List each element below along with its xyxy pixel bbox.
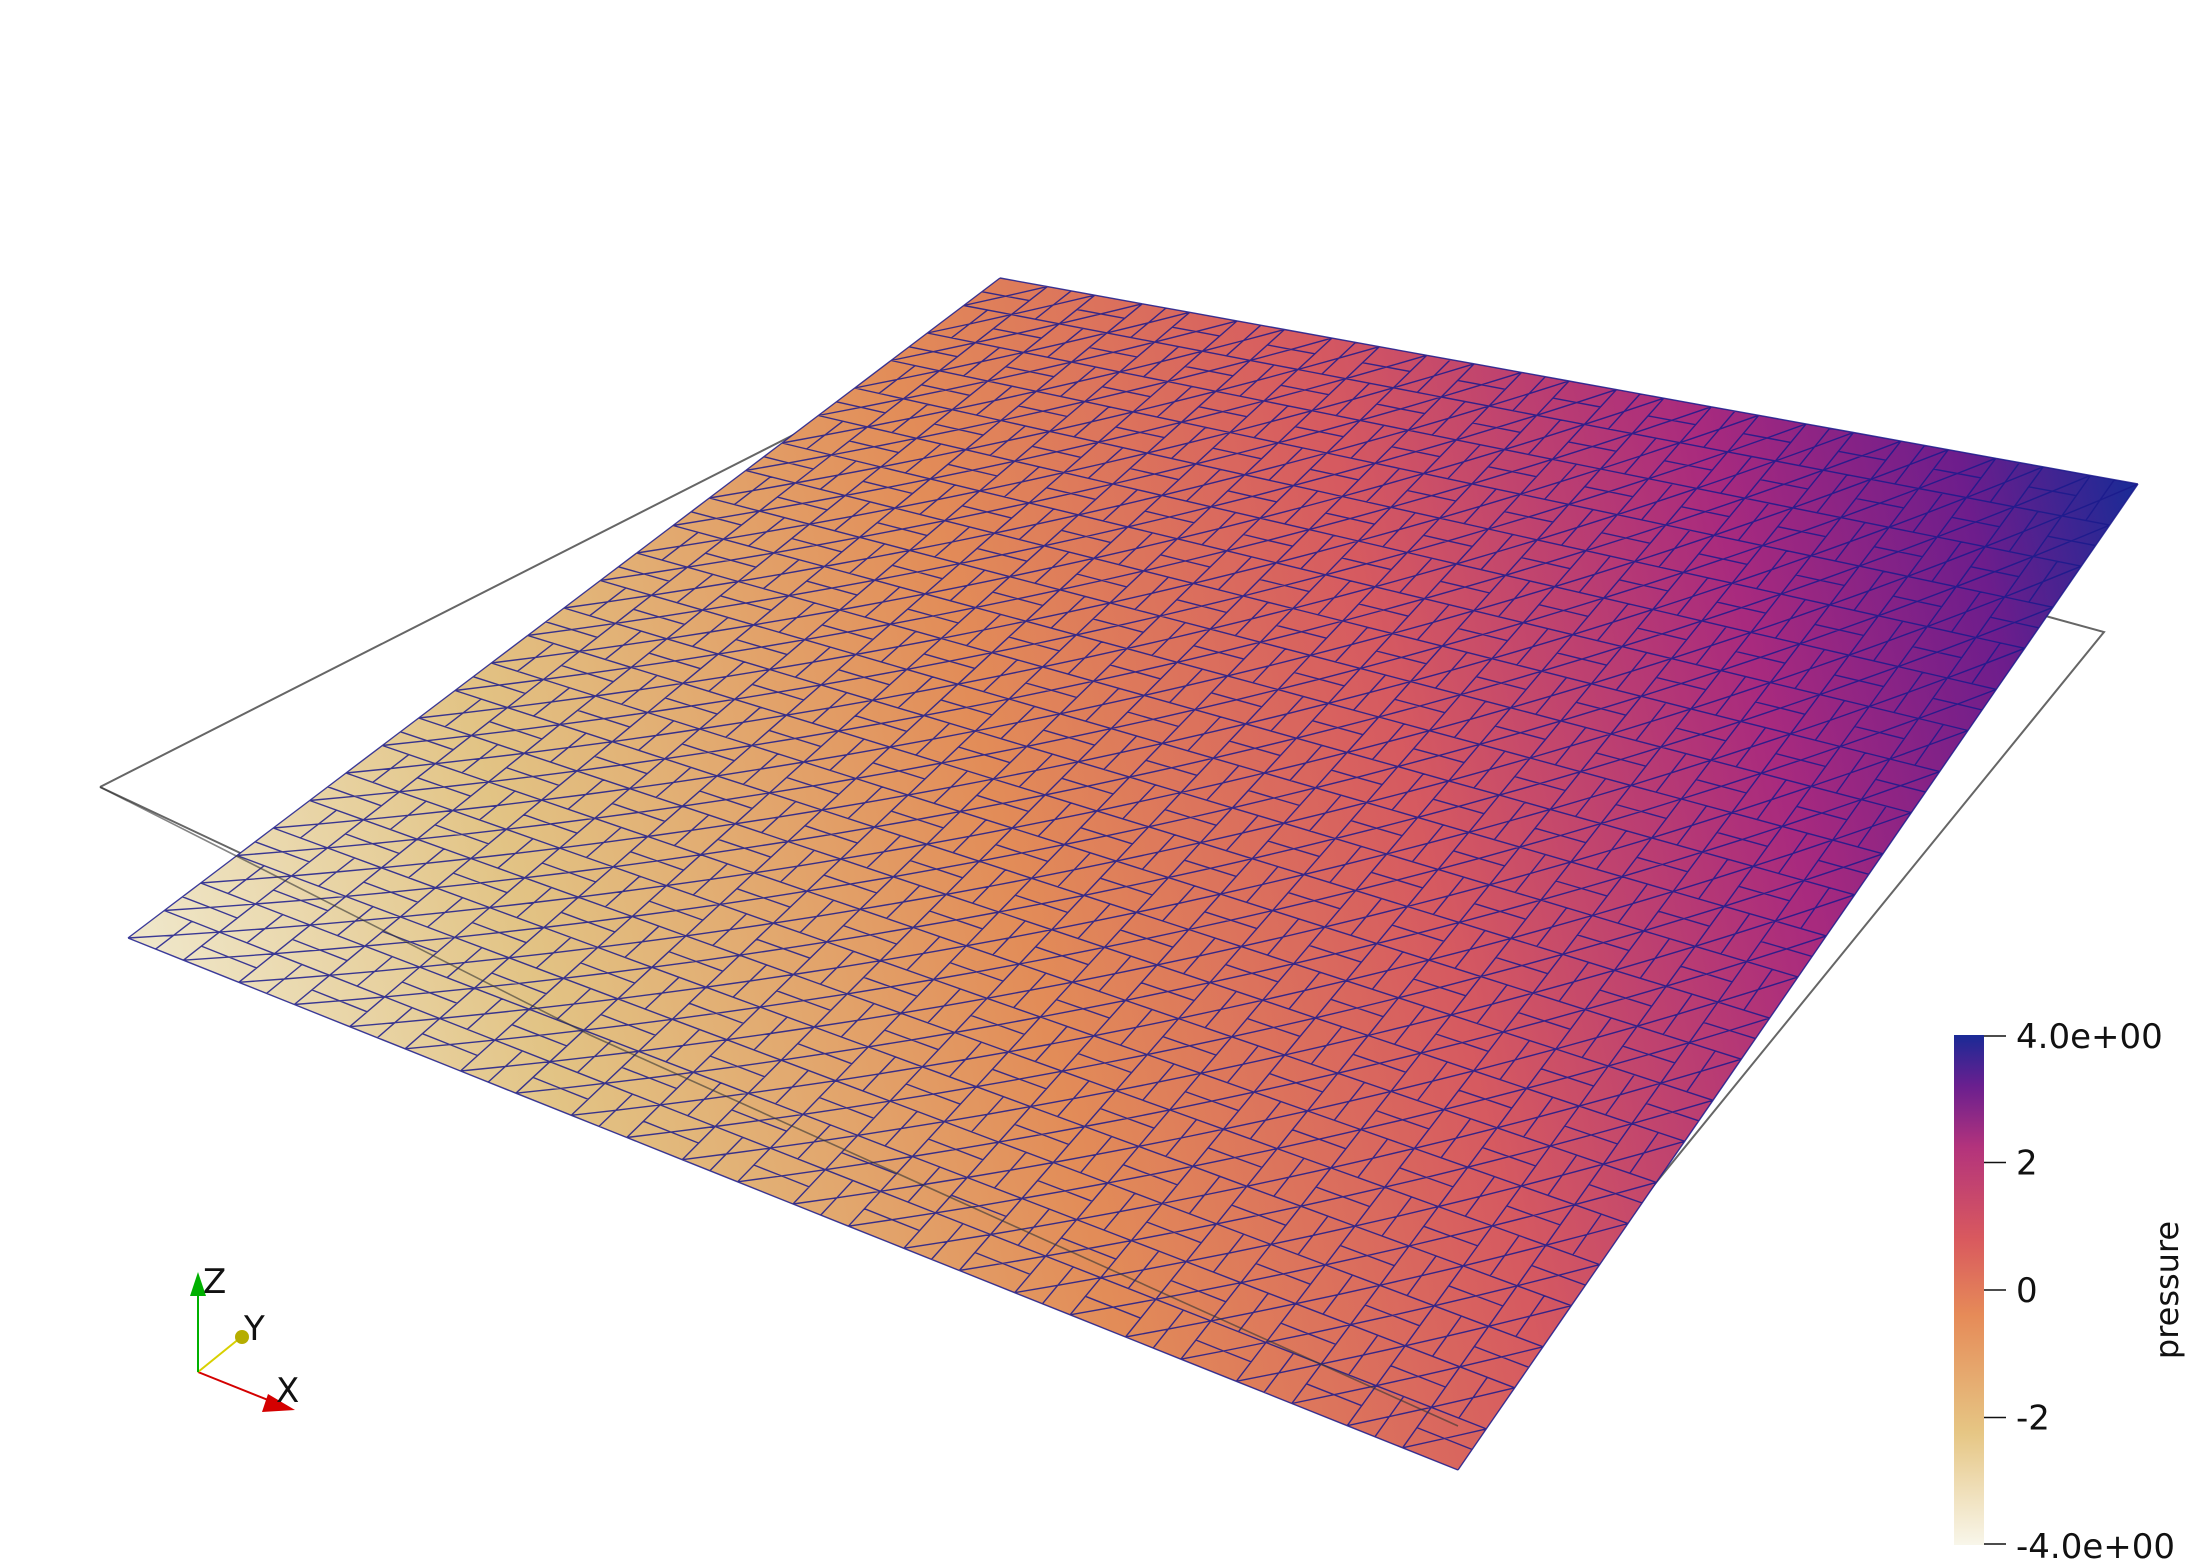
bounds-outline-front xyxy=(99,786,1459,1427)
z-axis-arrow-icon xyxy=(190,1272,206,1296)
x-axis-line xyxy=(197,1371,279,1405)
mesh-edges xyxy=(127,277,2139,1471)
scalar-bar-ticks: 2 0 -2 xyxy=(1984,1035,2050,1545)
triangle-mesh xyxy=(127,277,2139,1471)
scalar-bar-max-label: 4.0e+00 xyxy=(2016,1017,2163,1057)
y-axis-arrow-icon xyxy=(235,1330,249,1344)
z-axis-label: Z xyxy=(203,1262,226,1302)
scalar-bar-tick-label: 2 xyxy=(2016,1144,2038,1184)
x-axis-arrow-icon xyxy=(262,1394,295,1412)
scalar-bar-min-label: -4.0e+00 xyxy=(2016,1527,2175,1567)
scalar-bar-tick-label: 0 xyxy=(2016,1271,2038,1311)
y-axis-label: Y xyxy=(243,1309,265,1349)
scalar-bar[interactable]: 2 0 -2 4.0e+00 -4.0e+00 pressure xyxy=(1954,1017,2186,1567)
scalar-bar-title: pressure xyxy=(2148,1221,2186,1359)
scalar-bar-tick-label: -2 xyxy=(2016,1399,2050,1439)
scalar-bar-gradient-rect xyxy=(1954,1035,1984,1545)
y-axis-line xyxy=(197,1337,241,1373)
x-axis-label: X xyxy=(276,1371,299,1411)
orientation-axes[interactable]: X Y Z xyxy=(190,1262,299,1412)
